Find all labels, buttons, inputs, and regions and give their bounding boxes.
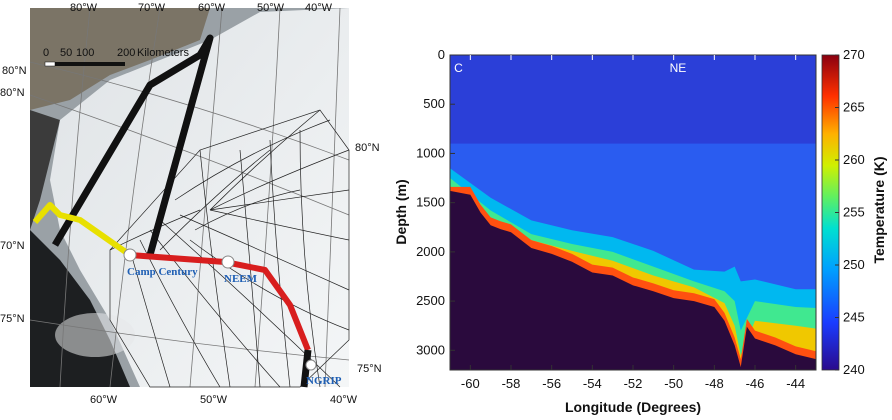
lat-label-left-2: 80°N (0, 87, 25, 99)
bedrock-region (450, 190, 816, 370)
chart-annotation-c: C (454, 61, 463, 75)
land-area-dark (30, 110, 60, 230)
surface-cold-region (450, 55, 816, 144)
colorbar-tick-label: 250 (843, 257, 865, 272)
x-tick-label: -44 (786, 376, 805, 391)
x-tick-label: -50 (664, 376, 683, 391)
site-label-camp-century: Camp Century (127, 266, 198, 278)
route-yellow (32, 202, 132, 258)
model-grid-line (269, 139, 291, 388)
y-tick-label: 3000 (416, 342, 445, 357)
x-tick-label: -58 (502, 376, 521, 391)
model-grid-line (209, 189, 350, 211)
colorbar-label: Temperature (K) (871, 156, 887, 263)
lon-label-top-50w: 50°W (257, 2, 285, 14)
temperature-depth-chart: C NE -60 -58 -56 -54 -52 -50 -48 -46 -44 0 500 1000 15… (393, 47, 887, 415)
land-area (30, 8, 210, 110)
model-grid-line (174, 119, 331, 201)
site-marker-ngrip (305, 359, 317, 371)
model-domain-outline (109, 109, 350, 388)
x-axis-label: Longitude (Degrees) (565, 399, 701, 415)
x-tick-label: -60 (461, 376, 480, 391)
model-grid-line (299, 129, 321, 388)
model-grid-line (209, 109, 321, 211)
model-grid-line (159, 149, 271, 251)
x-tick-label: -56 (542, 376, 561, 391)
site-marker-neem (221, 255, 235, 269)
lat-label-right-1: 80°N (355, 142, 380, 154)
site-label-ngrip: NGRIP (306, 375, 342, 387)
model-grid-line (209, 209, 350, 241)
model-grid-line (179, 214, 350, 291)
svg-text:50: 50 (60, 47, 72, 59)
lon-label-top-60w: 60°W (198, 2, 226, 14)
scale-bar: 0 50 100 200 Kilometers (43, 47, 189, 67)
site-marker-camp-century (123, 248, 137, 262)
model-grid-line (209, 149, 350, 211)
svg-text:200: 200 (117, 47, 135, 59)
colorbar-tick-label: 240 (843, 362, 865, 377)
lat-label-left-1: 80°N (2, 65, 27, 77)
ice-sheet (50, 8, 349, 387)
lat-label-left-3: 70°N (0, 240, 25, 252)
colorbar-tick-label: 260 (843, 152, 865, 167)
cloud (55, 313, 135, 357)
lon-label-top-40w: 40°W (305, 2, 333, 14)
model-grid-line (149, 229, 281, 388)
route-black-2 (300, 349, 312, 388)
y-tick-label: 0 (438, 47, 445, 62)
y-tick-label: 2000 (416, 244, 445, 259)
route-red (129, 252, 311, 352)
model-grid-line (129, 249, 171, 388)
colorbar-tick-label: 245 (843, 310, 865, 325)
svg-text:100: 100 (76, 47, 94, 59)
greenland-map: Camp Century NEEM NGRIP 0 50 100 200 Kil… (0, 2, 382, 406)
colorbar-tick-label: 265 (843, 100, 865, 115)
model-grid-line (189, 239, 350, 331)
y-axis-label: Depth (m) (393, 179, 409, 244)
graticule (29, 7, 350, 388)
lon-label-top-80w: 80°W (70, 2, 98, 14)
lat-label-right-2: 75°N (357, 363, 382, 375)
x-tick-label: -52 (624, 376, 643, 391)
y-tick-label: 2500 (416, 293, 445, 308)
model-grid-line (159, 219, 341, 388)
svg-text:0: 0 (43, 47, 49, 59)
x-tick-label: -46 (746, 376, 765, 391)
y-tick-label: 500 (423, 96, 445, 111)
colorbar-tick-label: 255 (843, 205, 865, 220)
lon-label-bottom-60w: 60°W (90, 394, 118, 406)
route-black-1 (51, 34, 214, 256)
lat-label-left-4: 75°N (0, 313, 25, 325)
lon-label-top-70w: 70°W (138, 2, 166, 14)
y-tick-label: 1000 (416, 145, 445, 160)
lon-label-bottom-50w: 50°W (200, 394, 228, 406)
chart-annotation-ne: NE (670, 61, 687, 75)
y-tick-label: 1500 (416, 195, 445, 210)
site-label-neem: NEEM (224, 273, 258, 285)
svg-text:Kilometers: Kilometers (137, 47, 189, 59)
model-grid-line (194, 189, 301, 231)
lon-label-bottom-40w: 40°W (330, 394, 358, 406)
x-tick-label: -54 (583, 376, 602, 391)
colorbar-tick-label: 270 (843, 47, 865, 62)
x-tick-label: -48 (705, 376, 724, 391)
